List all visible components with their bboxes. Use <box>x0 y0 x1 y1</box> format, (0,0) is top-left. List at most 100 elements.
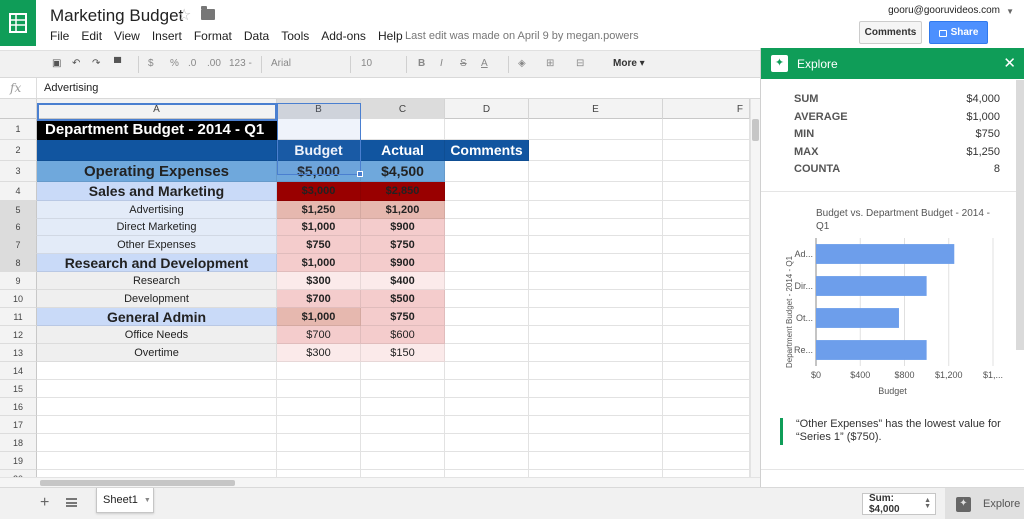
bold-button[interactable]: B <box>418 58 426 69</box>
close-icon[interactable]: ✕ <box>1003 55 1016 72</box>
cell-f3[interactable] <box>663 161 750 182</box>
vertical-scrollbar-thumb[interactable] <box>752 119 759 141</box>
column-header-c[interactable]: C <box>361 99 445 119</box>
cell-c15[interactable] <box>361 380 445 398</box>
cell-e16[interactable] <box>529 398 663 416</box>
cell-d1[interactable] <box>445 119 529 140</box>
cell-b12[interactable]: $700 <box>277 326 361 344</box>
cell-f5[interactable] <box>663 201 750 219</box>
cell-a20[interactable] <box>37 470 277 477</box>
cell-f12[interactable] <box>663 326 750 344</box>
merge-cells-icon[interactable]: ⊟ <box>576 58 585 69</box>
column-header-d[interactable]: D <box>445 99 529 119</box>
cell-f2[interactable] <box>663 140 750 161</box>
cell-f8[interactable] <box>663 254 750 272</box>
menu-view[interactable]: View <box>114 29 140 43</box>
row-header[interactable]: 18 <box>0 434 37 452</box>
cell-d5[interactable] <box>445 201 529 219</box>
cell-e1[interactable] <box>529 119 663 140</box>
cell-e10[interactable] <box>529 290 663 308</box>
cell-e2[interactable] <box>529 140 663 161</box>
cell-c1[interactable] <box>361 119 445 140</box>
cell-b9[interactable]: $300 <box>277 272 361 290</box>
cell-a19[interactable] <box>37 452 277 470</box>
cell-b15[interactable] <box>277 380 361 398</box>
cell-e18[interactable] <box>529 434 663 452</box>
cell-a1[interactable]: Department Budget - 2014 - Q1 <box>37 119 277 140</box>
spreadsheet-grid[interactable]: A B C D E F 1 Department Budget - 2014 - … <box>0 99 750 477</box>
menu-help[interactable]: Help <box>377 29 403 43</box>
account-caret-icon[interactable]: ▼ <box>1006 7 1014 16</box>
row-header[interactable]: 5 <box>0 201 37 219</box>
cell-f1[interactable] <box>663 119 750 140</box>
currency-format-button[interactable]: $ <box>148 58 154 69</box>
cell-e14[interactable] <box>529 362 663 380</box>
menu-add-ons[interactable]: Add-ons <box>321 29 366 43</box>
cell-e7[interactable] <box>529 236 663 254</box>
sum-summary-dropdown[interactable]: Sum: $4,000 ▲ ▼ <box>862 493 936 515</box>
comments-button[interactable]: Comments <box>859 21 922 44</box>
print-icon[interactable]: ▣ <box>52 58 62 69</box>
cell-e20[interactable] <box>529 470 663 477</box>
paint-format-icon[interactable]: ▀ <box>114 58 122 69</box>
cell-a3[interactable]: Operating Expenses <box>37 161 277 182</box>
cell-a10[interactable]: Development <box>37 290 277 308</box>
cell-d17[interactable] <box>445 416 529 434</box>
borders-icon[interactable]: ⊞ <box>546 58 555 69</box>
cell-c6[interactable]: $900 <box>361 219 445 236</box>
cell-f13[interactable] <box>663 344 750 362</box>
cell-a2[interactable] <box>37 140 277 161</box>
cell-b1[interactable] <box>277 119 361 140</box>
sheets-logo-icon[interactable] <box>0 0 36 46</box>
horizontal-scrollbar-thumb[interactable] <box>40 480 235 486</box>
italic-button[interactable]: I <box>440 58 443 69</box>
font-size-dropdown[interactable]: 10 <box>361 58 373 69</box>
cell-f20[interactable] <box>663 470 750 477</box>
cell-a14[interactable] <box>37 362 277 380</box>
cell-d2[interactable]: Comments <box>445 140 529 161</box>
cell-d9[interactable] <box>445 272 529 290</box>
cell-b18[interactable] <box>277 434 361 452</box>
row-header[interactable]: 15 <box>0 380 37 398</box>
cell-a8[interactable]: Research and Development <box>37 254 277 272</box>
cell-b11[interactable]: $1,000 <box>277 308 361 326</box>
cell-f15[interactable] <box>663 380 750 398</box>
menu-tools[interactable]: Tools <box>281 29 310 43</box>
sheet-tab[interactable]: Sheet1 ▼ <box>96 488 154 513</box>
cell-c20[interactable] <box>361 470 445 477</box>
increase-decimal-button[interactable]: .00 <box>207 58 221 69</box>
cell-d18[interactable] <box>445 434 529 452</box>
cell-c5[interactable]: $1,200 <box>361 201 445 219</box>
explore-button[interactable]: ✦ Explore <box>945 488 1024 519</box>
document-title[interactable]: Marketing Budget <box>50 6 184 25</box>
cell-e19[interactable] <box>529 452 663 470</box>
cell-b13[interactable]: $300 <box>277 344 361 362</box>
cell-c12[interactable]: $600 <box>361 326 445 344</box>
cell-a18[interactable] <box>37 434 277 452</box>
cell-e12[interactable] <box>529 326 663 344</box>
cell-a11[interactable]: General Admin <box>37 308 277 326</box>
column-header-f[interactable]: F <box>663 99 750 119</box>
share-button[interactable]: Share <box>929 21 988 44</box>
row-header[interactable]: 2 <box>0 140 37 161</box>
row-header[interactable]: 17 <box>0 416 37 434</box>
row-header[interactable]: 3 <box>0 161 37 182</box>
cell-c2[interactable]: Actual <box>361 140 445 161</box>
fill-handle[interactable] <box>357 171 363 177</box>
cell-b5[interactable]: $1,250 <box>277 201 361 219</box>
cell-e6[interactable] <box>529 219 663 236</box>
cell-e8[interactable] <box>529 254 663 272</box>
cell-b6[interactable]: $1,000 <box>277 219 361 236</box>
cell-c19[interactable] <box>361 452 445 470</box>
cell-d10[interactable] <box>445 290 529 308</box>
panel-scrollbar[interactable] <box>1016 80 1024 350</box>
cell-b4[interactable]: $3,000 <box>277 182 361 201</box>
row-header[interactable]: 19 <box>0 452 37 470</box>
cell-d8[interactable] <box>445 254 529 272</box>
row-header[interactable]: 11 <box>0 308 37 326</box>
cell-f17[interactable] <box>663 416 750 434</box>
cell-c17[interactable] <box>361 416 445 434</box>
cell-c16[interactable] <box>361 398 445 416</box>
font-family-dropdown[interactable]: Arial <box>271 58 292 69</box>
menu-edit[interactable]: Edit <box>81 29 103 43</box>
